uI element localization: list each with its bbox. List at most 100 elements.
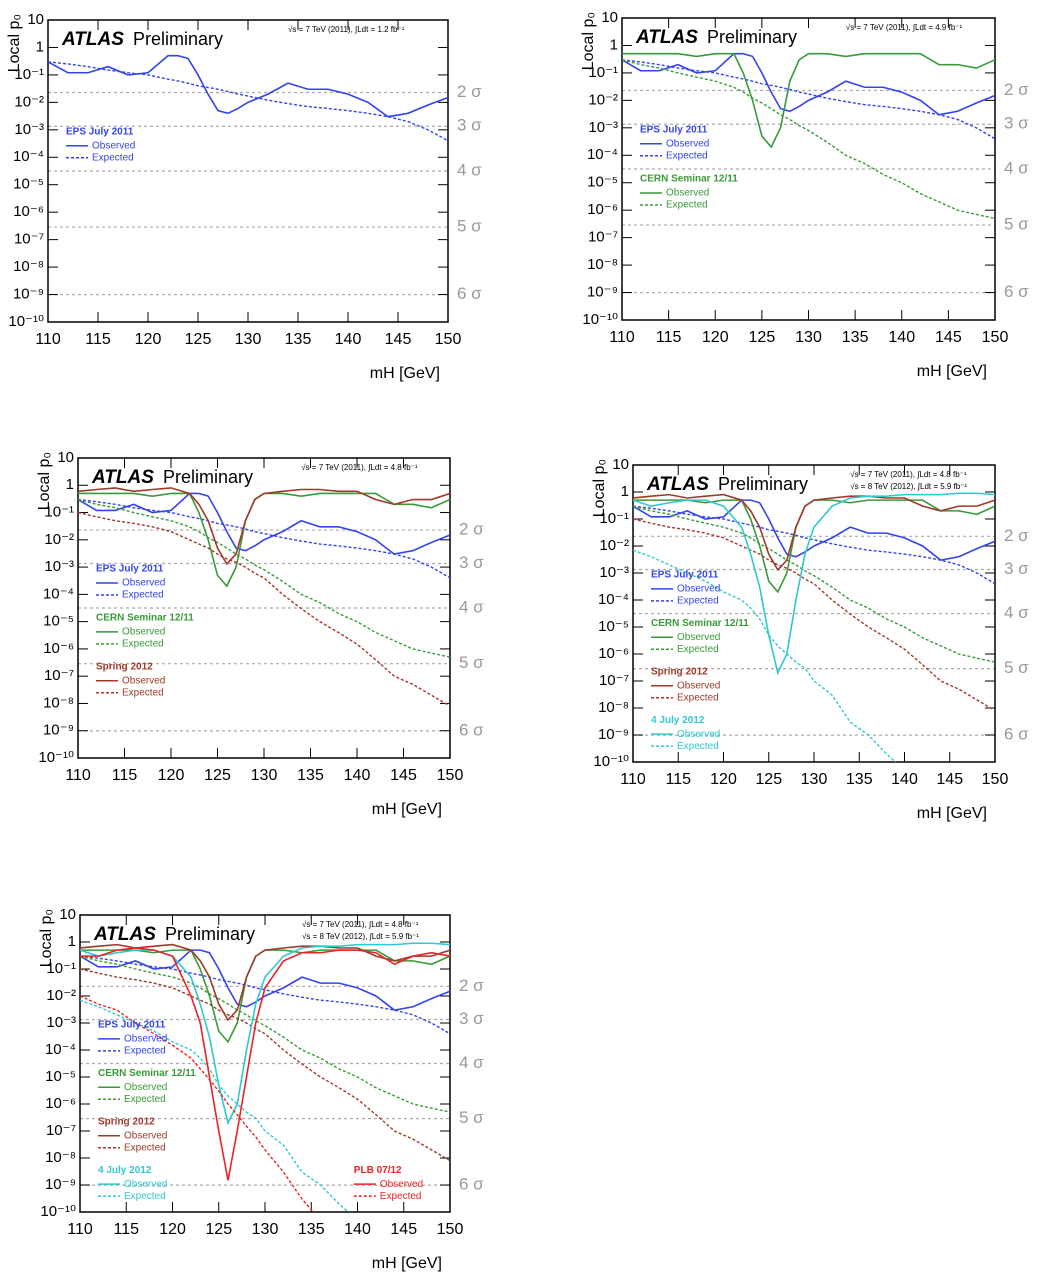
chart: 2 σ 3 σ 4 σ 5 σ 6 σ 10⁻¹⁰ 10⁻⁹ 10⁻⁸ 10⁻⁷ 10⁻⁶ 10⁻⁵…: [6, 11, 482, 382]
sigma-label: 5 σ: [459, 1108, 484, 1127]
chart-title: ATLAS: [91, 467, 154, 488]
y-tick-label: 10⁻²: [588, 91, 618, 108]
y-tick-label: 10: [59, 906, 76, 923]
energy-label: √s = 7 TeV (2011), ∫Ldt = 4.9 fb⁻¹: [846, 23, 963, 32]
y-tick-label: 10⁻⁵: [587, 174, 618, 191]
y-tick-label: 10⁻⁶: [587, 201, 618, 218]
chart-subtitle: Preliminary: [163, 467, 253, 487]
data-line: [622, 59, 995, 220]
chart-title: ATLAS: [93, 924, 156, 945]
x-tick-label: 150: [435, 331, 462, 348]
sigma-label: 5 σ: [1004, 658, 1029, 677]
x-tick-label: 120: [135, 331, 162, 348]
x-tick-label: 130: [235, 331, 262, 348]
data-line: [48, 54, 448, 118]
legend-label: Expected: [124, 1094, 166, 1105]
chart-title: ATLAS: [646, 474, 709, 495]
chart-subtitle: Preliminary: [165, 924, 255, 944]
sigma-label: 6 σ: [457, 284, 482, 303]
y-tick-label: 10⁻³: [588, 119, 618, 136]
y-tick-label: 1: [66, 476, 74, 493]
x-tick-label: 135: [846, 771, 873, 788]
x-tick-label: 130: [801, 771, 828, 788]
y-tick-label: 1: [610, 36, 618, 53]
y-tick-label: 10⁻⁸: [587, 256, 618, 273]
legend-group-title: PLB 07/12: [354, 1165, 402, 1176]
y-tick-label: 10⁻⁹: [45, 1176, 76, 1193]
x-tick-label: 145: [390, 1221, 417, 1238]
y-tick-label: 10⁻⁷: [46, 1122, 76, 1139]
y-tick-label: 10⁻²: [44, 531, 74, 548]
data-line: [633, 549, 897, 762]
legend-group-title: CERN Seminar 12/11: [640, 174, 738, 185]
y-tick-label: 10⁻⁴: [587, 146, 618, 163]
energy-label: √s = 7 TeV (2011), ∫Ldt = 4.8 fb⁻¹: [850, 470, 967, 479]
legend-label: Expected: [92, 152, 134, 163]
y-tick-label: 10⁻²: [46, 987, 76, 1004]
data-line: [80, 968, 450, 1162]
x-tick-label: 110: [67, 1221, 93, 1238]
y-tick-label: 10⁻⁶: [45, 1095, 76, 1112]
sigma-label: 4 σ: [457, 160, 482, 179]
y-tick-label: 10⁻⁶: [43, 640, 74, 657]
x-tick-label: 115: [665, 771, 691, 788]
y-tick-label: 10⁻¹: [588, 64, 618, 81]
x-tick-label: 115: [85, 331, 111, 348]
chart-subtitle: Preliminary: [718, 474, 808, 494]
x-tick-label: 150: [437, 767, 464, 784]
chart: 2 σ 3 σ 4 σ 5 σ 6 σ 10⁻¹⁰ 10⁻⁹ 10⁻⁸ 10⁻⁷ 10⁻⁶ 10⁻⁵…: [591, 456, 1029, 822]
y-tick-label: 10⁻⁵: [598, 618, 629, 635]
y-tick-label: 10⁻⁵: [13, 176, 44, 193]
sigma-label: 3 σ: [459, 553, 484, 572]
sigma-label: 6 σ: [459, 1175, 484, 1194]
x-tick-label: 130: [252, 1221, 279, 1238]
y-tick-label: 10⁻¹⁰: [593, 753, 629, 770]
legend-label: Expected: [124, 1142, 166, 1153]
y-tick-label: 10⁻³: [44, 558, 74, 575]
legend-group-title: 4 July 2012: [651, 715, 705, 726]
sigma-label: 6 σ: [1004, 282, 1029, 301]
sigma-label: 2 σ: [457, 82, 482, 101]
data-line: [78, 498, 450, 658]
data-line: [80, 955, 450, 1113]
legend-label: Expected: [380, 1191, 422, 1202]
sigma-label: 6 σ: [459, 720, 484, 739]
legend-group-title: EPS July 2011: [651, 570, 719, 581]
y-tick-label: 10⁻⁷: [599, 672, 629, 689]
data-line: [622, 52, 995, 149]
data-line: [80, 949, 450, 1011]
sigma-label: 3 σ: [1004, 114, 1029, 133]
x-tick-label: 125: [749, 329, 776, 346]
x-tick-label: 115: [656, 329, 682, 346]
x-tick-label: 110: [65, 767, 91, 784]
data-line: [80, 947, 450, 1181]
y-tick-label: 10⁻⁶: [13, 203, 44, 220]
legend-label: Observed: [666, 138, 709, 149]
data-line: [80, 943, 450, 1022]
legend-label: Observed: [122, 627, 165, 638]
x-tick-label: 130: [251, 767, 278, 784]
legend-group-title: CERN Seminar 12/11: [96, 613, 194, 624]
x-tick-label: 150: [982, 329, 1009, 346]
y-tick-label: 10⁻²: [14, 93, 44, 110]
y-axis-label: Local p₀: [591, 459, 608, 517]
legend-label: Expected: [666, 200, 708, 211]
sigma-label: 4 σ: [1004, 603, 1029, 622]
y-tick-label: 10: [57, 449, 74, 466]
y-tick-label: 10⁻⁵: [45, 1068, 76, 1085]
data-line: [80, 999, 350, 1212]
sigma-label: 3 σ: [1004, 559, 1029, 578]
x-tick-label: 115: [113, 1221, 139, 1238]
sigma-label: 3 σ: [459, 1009, 484, 1028]
legend-label: Observed: [124, 1179, 167, 1190]
y-tick-label: 10⁻¹⁰: [8, 313, 44, 330]
legend-label: Observed: [677, 680, 720, 691]
y-tick-label: 10⁻⁸: [598, 699, 629, 716]
y-tick-label: 10⁻¹: [14, 66, 44, 83]
x-tick-label: 140: [335, 331, 362, 348]
data-line: [633, 518, 995, 712]
sigma-label: 4 σ: [459, 1053, 484, 1072]
x-tick-label: 125: [185, 331, 212, 348]
legend-group-title: CERN Seminar 12/11: [651, 618, 749, 629]
